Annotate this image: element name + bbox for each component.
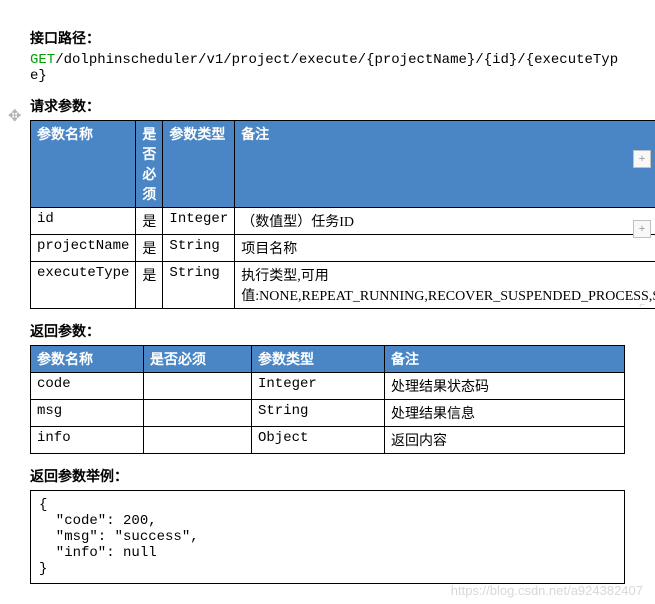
cell-required (144, 400, 252, 427)
table-row: info Object 返回内容 (31, 427, 625, 454)
request-params-table: 参数名称 是否必须 参数类型 备注 id 是 Integer （数值型）任务ID… (30, 120, 655, 309)
move-handle-icon[interactable]: ✥ (8, 106, 21, 126)
cell-remark: 执行类型,可用值:NONE,REPEAT_RUNNING,RECOVER_SUS… (235, 262, 655, 309)
col-header-type: 参数类型 (163, 121, 235, 208)
cell-name: projectName (31, 235, 136, 262)
example-title: 返回参数举例： (30, 466, 625, 486)
cell-name: msg (31, 400, 144, 427)
cell-required (144, 427, 252, 454)
table-row: code Integer 处理结果状态码 (31, 373, 625, 400)
cell-type: String (163, 235, 235, 262)
api-path: /dolphinscheduler/v1/project/execute/{pr… (30, 52, 618, 84)
request-params-title: 请求参数： (30, 96, 625, 116)
cell-type: Integer (163, 208, 235, 235)
table-header-row: 参数名称 是否必须 参数类型 备注 (31, 121, 655, 208)
add-row-button[interactable]: + (633, 220, 651, 238)
col-header-remark: 备注 (385, 346, 625, 373)
cell-name: executeType (31, 262, 136, 309)
cell-required (144, 373, 252, 400)
table-row: executeType 是 String 执行类型,可用值:NONE,REPEA… (31, 262, 655, 309)
api-path-title: 接口路径： (30, 28, 625, 48)
col-header-required: 是否必须 (144, 346, 252, 373)
add-row-button[interactable]: + (633, 150, 651, 168)
example-code-block: { "code": 200, "msg": "success", "info":… (30, 490, 625, 584)
cell-remark: （数值型）任务ID (235, 208, 655, 235)
watermark: https://blog.csdn.net/a924382407 (451, 583, 643, 598)
response-params-title: 返回参数： (30, 321, 625, 341)
cell-remark: 返回内容 (385, 427, 625, 454)
cell-remark: 处理结果信息 (385, 400, 625, 427)
cell-name: code (31, 373, 144, 400)
col-header-type: 参数类型 (252, 346, 385, 373)
cell-type: String (252, 400, 385, 427)
col-header-name: 参数名称 (31, 121, 136, 208)
cell-type: Integer (252, 373, 385, 400)
cell-remark: 处理结果状态码 (385, 373, 625, 400)
table-row: projectName 是 String 项目名称 (31, 235, 655, 262)
cell-name: info (31, 427, 144, 454)
cell-name: id (31, 208, 136, 235)
response-params-table: 参数名称 是否必须 参数类型 备注 code Integer 处理结果状态码 m… (30, 345, 625, 454)
resize-handle-icon[interactable]: ⌐ (639, 300, 645, 311)
col-header-required: 是否必须 (136, 121, 163, 208)
cell-required: 是 (136, 235, 163, 262)
cell-type: String (163, 262, 235, 309)
cell-remark: 项目名称 (235, 235, 655, 262)
table-row: id 是 Integer （数值型）任务ID (31, 208, 655, 235)
http-method: GET (30, 52, 55, 68)
table-header-row: 参数名称 是否必须 参数类型 备注 (31, 346, 625, 373)
col-header-name: 参数名称 (31, 346, 144, 373)
cell-required: 是 (136, 208, 163, 235)
table-row: msg String 处理结果信息 (31, 400, 625, 427)
api-path-line: GET/dolphinscheduler/v1/project/execute/… (30, 52, 625, 84)
cell-type: Object (252, 427, 385, 454)
cell-required: 是 (136, 262, 163, 309)
col-header-remark: 备注 (235, 121, 655, 208)
